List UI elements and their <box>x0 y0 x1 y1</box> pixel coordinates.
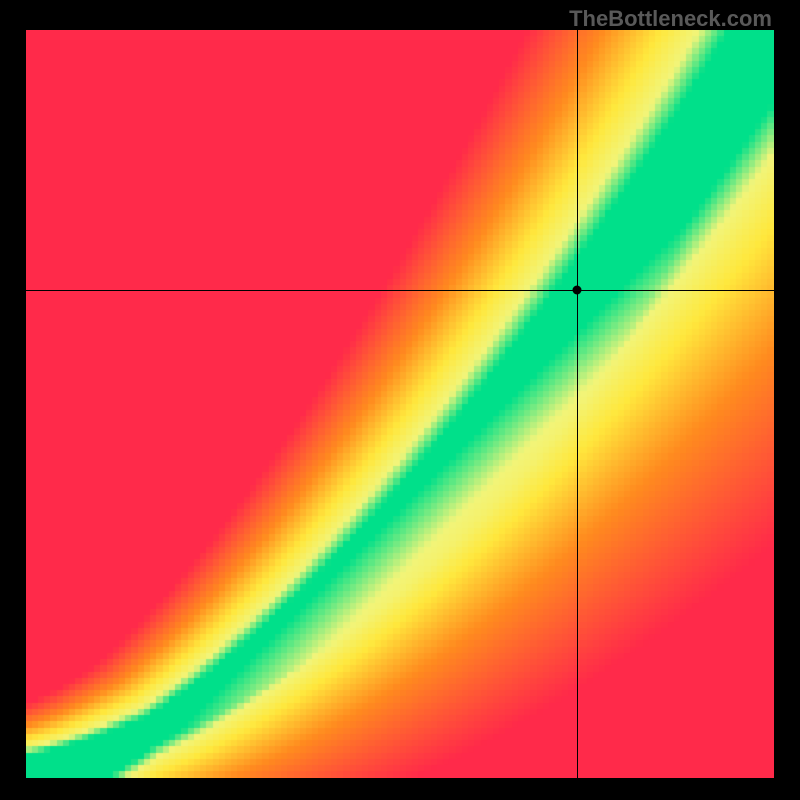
marker-dot <box>572 286 581 295</box>
crosshair-vertical <box>577 30 578 778</box>
watermark-text: TheBottleneck.com <box>569 6 772 32</box>
chart-container: TheBottleneck.com <box>0 0 800 800</box>
bottleneck-heatmap <box>26 30 774 778</box>
crosshair-horizontal <box>26 290 774 291</box>
